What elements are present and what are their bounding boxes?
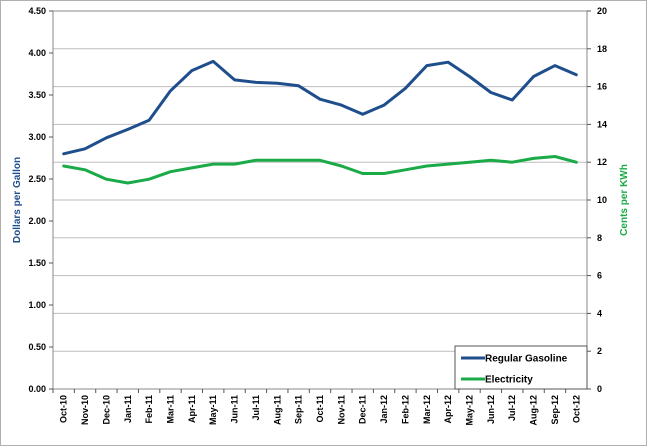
legend: Regular Gasoline Electricity (454, 345, 588, 390)
x-tick-label: Nov-11 (336, 395, 346, 425)
x-tick-label: Mar-11 (165, 395, 175, 424)
x-tick-label: Oct-11 (315, 395, 325, 423)
right-axis-ticks: 0 2 4 6 8 10 12 14 16 18 20 (587, 6, 607, 394)
y-tick-label: 0.50 (28, 342, 46, 352)
x-tick-label: May-11 (208, 395, 218, 425)
x-tick-label: May-12 (465, 395, 475, 426)
y2-tick-label: 2 (597, 346, 602, 356)
y2-tick-label: 18 (597, 44, 607, 54)
y2-tick-label: 0 (597, 384, 602, 394)
x-tick-label: Sep-11 (294, 395, 304, 424)
x-tick-label: Aug-12 (529, 395, 539, 426)
y-tick-label: 3.00 (28, 132, 46, 142)
y2-tick-label: 4 (597, 308, 602, 318)
y-tick-label: 2.00 (28, 216, 46, 226)
y-tick-label: 4.00 (28, 48, 46, 58)
y-tick-label: 1.00 (28, 300, 46, 310)
x-axis-ticks: Oct-10 Nov-10 Dec-10 Jan-11 Feb-11 Mar-11 Apr-… (52, 389, 581, 426)
x-tick-label: Nov-10 (80, 395, 90, 425)
x-tick-label: Jul-11 (251, 395, 261, 421)
legend-label: Electricity (485, 375, 533, 386)
y2-tick-label: 12 (597, 157, 607, 167)
x-tick-label: Jun-11 (230, 395, 240, 424)
series-line-1 (62, 155, 578, 185)
x-tick-label: Sep-12 (550, 395, 560, 425)
y-tick-label: 0.00 (28, 384, 46, 394)
y2-tick-label: 10 (597, 195, 607, 205)
x-tick-label: Apr-12 (443, 395, 453, 424)
x-tick-label: Feb-11 (144, 395, 154, 424)
y2-tick-label: 20 (597, 6, 607, 16)
x-tick-label: Mar-12 (422, 395, 432, 424)
y-tick-label: 1.50 (28, 258, 46, 268)
left-axis-ticks: 0.00 0.50 1.00 1.50 2.00 2.50 3.00 3.50 4.00 4.50 (28, 6, 53, 394)
y2-tick-label: 6 (597, 271, 602, 281)
legend-label: Regular Gasoline (485, 354, 568, 365)
y2-tick-label: 8 (597, 233, 602, 243)
y-tick-label: 4.50 (28, 6, 46, 16)
y-axis-title-left: Dollars per Gallon (12, 157, 23, 243)
y-tick-label: 3.50 (28, 90, 46, 100)
series-lines (62, 59, 578, 185)
x-tick-label: Dec-10 (101, 395, 111, 425)
x-tick-label: Jan-12 (379, 395, 389, 424)
x-tick-label: Oct-12 (571, 395, 581, 423)
legend-box (454, 345, 588, 390)
y2-tick-label: 16 (597, 82, 607, 92)
y2-tick-label: 14 (597, 119, 607, 129)
x-tick-label: Jul-12 (507, 395, 517, 421)
series-line-0 (62, 59, 578, 156)
y-tick-label: 2.50 (28, 174, 46, 184)
x-tick-label: Jun-12 (486, 395, 496, 424)
x-tick-label: Jan-11 (123, 395, 133, 423)
x-tick-label: Feb-12 (400, 395, 410, 424)
x-tick-label: Dec-11 (358, 395, 368, 424)
x-tick-label: Apr-11 (187, 395, 197, 423)
y-axis-title-right: Cents per KWh (619, 164, 630, 236)
x-tick-label: Oct-10 (59, 395, 69, 423)
x-tick-label: Aug-11 (272, 395, 282, 425)
